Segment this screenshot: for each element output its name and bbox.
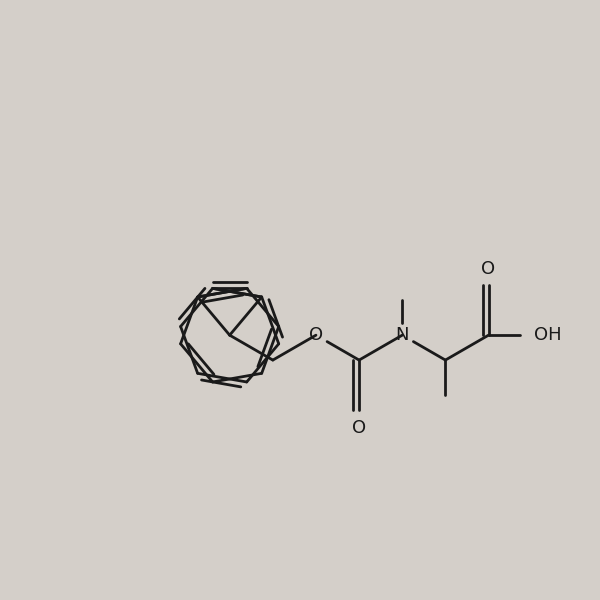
Text: O: O xyxy=(481,260,496,278)
Text: O: O xyxy=(309,326,323,344)
Text: O: O xyxy=(352,419,366,437)
Text: N: N xyxy=(395,326,409,344)
Text: OH: OH xyxy=(534,326,562,344)
